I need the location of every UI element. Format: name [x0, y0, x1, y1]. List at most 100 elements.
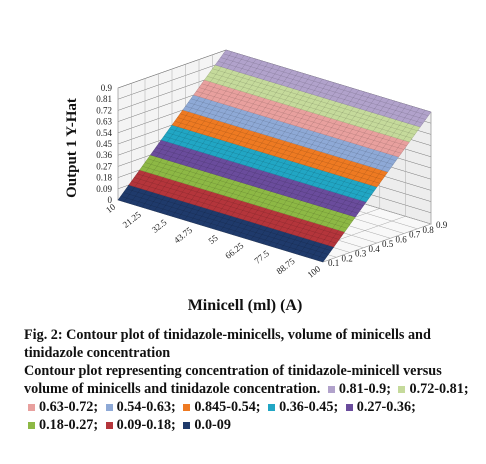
y-tick-label: 0.8 — [423, 225, 435, 235]
mesh-line — [196, 91, 402, 154]
legend-label: 0.63-0.72; — [39, 399, 99, 415]
legend-swatch — [28, 403, 35, 411]
mesh-line — [220, 80, 329, 232]
legend-label: 0.845-0.54; — [194, 399, 261, 415]
x-tick-label: 77.5 — [252, 248, 271, 266]
z-tick-label: 0.63 — [96, 117, 112, 127]
x-tick-label: 10 — [104, 201, 118, 215]
mesh-line — [220, 57, 426, 120]
mesh-line — [316, 110, 426, 261]
x-tick-label: 32.5 — [150, 217, 169, 235]
legend-label: 0.09-0.18; — [116, 417, 176, 433]
mesh-line — [232, 84, 341, 235]
mesh-line — [180, 113, 386, 176]
y-tick-label: 0.3 — [355, 249, 367, 259]
mesh-line — [217, 61, 423, 124]
legend-entry: 0.36-0.45; — [264, 399, 338, 415]
legend-label: 0.54-0.63; — [116, 399, 176, 415]
mesh-line — [322, 111, 432, 263]
x-tick-label: 66.25 — [223, 240, 246, 261]
y-tick-label: 0.6 — [396, 234, 408, 244]
legend-swatch — [183, 403, 191, 411]
mesh-line — [147, 158, 353, 221]
x-tick-label: 43.75 — [172, 225, 195, 246]
z-tick-label: 0.72 — [96, 105, 112, 115]
mesh-line — [178, 68, 287, 219]
mesh-line — [182, 109, 388, 173]
x-axis-label: Minicell (ml) (A) — [188, 297, 303, 314]
z-tick-label: 0.9 — [101, 83, 113, 93]
mesh-line — [244, 88, 353, 239]
figure-description: Contour plot representing concentration … — [24, 362, 482, 434]
mesh-line — [190, 98, 396, 161]
y-tick-label: 0.5 — [382, 239, 394, 249]
mesh-line — [198, 87, 405, 150]
mesh-line — [131, 181, 337, 244]
legend-swatch — [183, 421, 191, 429]
legend-entry: 0.72-0.81; — [394, 381, 469, 397]
mesh-line — [147, 58, 257, 210]
mesh-line — [304, 106, 414, 257]
mesh-line — [153, 60, 263, 212]
z-tick-label: 0.09 — [96, 184, 112, 194]
mesh-line — [172, 66, 281, 217]
mesh-line — [215, 64, 421, 128]
mesh-line — [150, 154, 356, 218]
mesh-line — [226, 82, 335, 233]
mesh-line — [184, 69, 293, 221]
mesh-line — [134, 177, 340, 240]
mesh-line — [262, 93, 371, 244]
legend-label: 0.27-0.36; — [356, 399, 416, 415]
figure-caption: Fig. 2: Contour plot of tinidazole-minic… — [24, 326, 482, 434]
mesh-line — [177, 117, 383, 180]
surface-band-0.81-0.9 — [214, 49, 432, 128]
mesh-line — [161, 139, 367, 203]
z-tick-label: 0.81 — [96, 94, 112, 104]
legend-entry: 0.845-0.54; — [179, 399, 261, 415]
legend-swatch — [105, 403, 113, 411]
mesh-line — [268, 95, 377, 246]
legend-entry: 0.18-0.27; — [24, 417, 98, 433]
y-tick-label: 0.4 — [369, 244, 381, 254]
z-tick-label: 0.27 — [96, 161, 112, 171]
mesh-line — [286, 100, 396, 252]
legend-swatch — [28, 421, 35, 429]
mesh-line — [207, 76, 413, 139]
mesh-line — [298, 104, 408, 255]
legend-entry: 0.54-0.63; — [102, 399, 176, 415]
mesh-line — [208, 77, 317, 228]
mesh-line — [155, 147, 361, 210]
mesh-line — [250, 89, 359, 241]
surface-plot — [117, 49, 432, 263]
mesh-line — [166, 132, 372, 195]
legend-label: 0.36-0.45; — [279, 399, 339, 415]
mesh-line — [117, 199, 324, 263]
mesh-line — [209, 72, 415, 135]
mesh-line — [310, 108, 420, 259]
mesh-line — [193, 94, 399, 158]
mesh-line — [142, 166, 348, 229]
legend-entry: 0.81-0.9; — [324, 381, 391, 397]
mesh-line — [214, 79, 323, 230]
mesh-line — [144, 162, 351, 225]
mesh-line — [280, 99, 389, 250]
legend-label: 0.81-0.9; — [338, 381, 391, 397]
z-tick-label: 0.54 — [96, 128, 112, 138]
mesh-line — [128, 184, 334, 248]
legend-swatch — [398, 385, 406, 393]
legend-entry: 0.63-0.72; — [24, 399, 98, 415]
mesh-line — [166, 64, 275, 215]
x-tick-label: 21.25 — [121, 209, 144, 230]
surface-chart: 00.090.180.270.360.450.540.630.720.810.9… — [64, 49, 448, 314]
mesh-line — [204, 79, 410, 143]
mesh-line — [153, 151, 359, 214]
z-tick-label: 0.45 — [96, 139, 112, 149]
mesh-line — [256, 91, 365, 243]
legend-swatch — [327, 385, 335, 393]
mesh-line — [171, 124, 378, 188]
mesh-line — [212, 68, 418, 131]
figure-description-text: Contour plot representing concentration … — [24, 363, 442, 397]
mesh-line — [158, 143, 364, 206]
z-tick-label: 0 — [108, 195, 113, 205]
legend-entry: 0.0-09 — [179, 417, 231, 433]
